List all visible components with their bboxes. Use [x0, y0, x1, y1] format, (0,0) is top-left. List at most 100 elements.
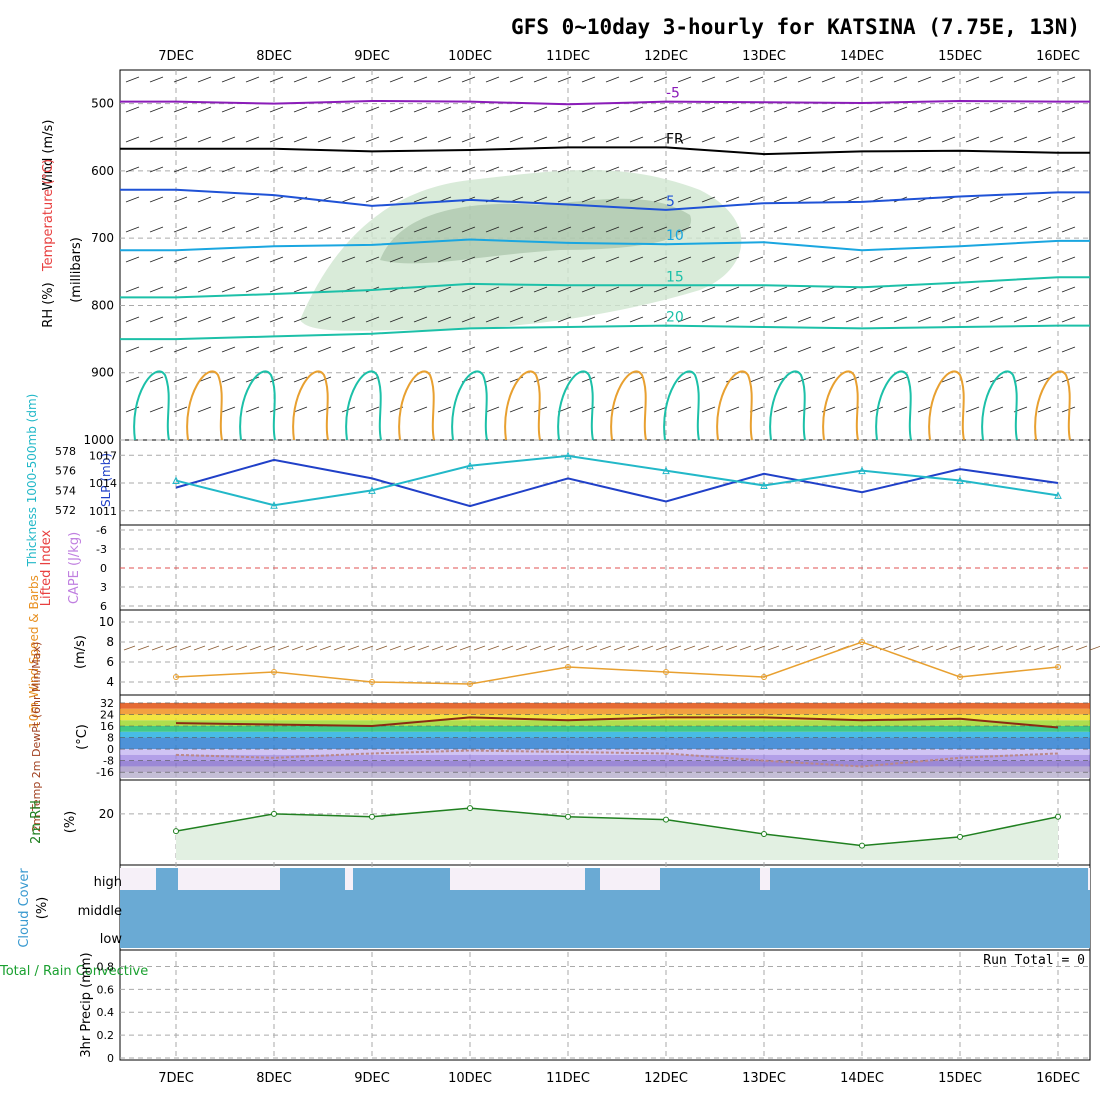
- wind-barb: [989, 226, 1004, 233]
- wind-barb: [557, 376, 572, 383]
- wind-barb: [221, 316, 236, 323]
- date-label-top: 11DEC: [546, 49, 590, 64]
- surface-wind-barb: [291, 645, 304, 651]
- surface-wind-barb: [585, 645, 598, 651]
- surface-wind-barb: [907, 645, 920, 651]
- wind-barb: [773, 106, 788, 113]
- wind-barb: [845, 76, 860, 83]
- wind-barb: [317, 166, 332, 173]
- wind-barb: [917, 316, 932, 323]
- wind-barb: [341, 166, 356, 173]
- wind-barb: [533, 226, 548, 233]
- wind-barb: [293, 106, 308, 113]
- pressure-tick-label: 500: [91, 97, 114, 111]
- wind-barb: [437, 406, 452, 413]
- wind-barb: [173, 346, 188, 353]
- dewpoint-color-band: [120, 754, 1090, 761]
- diurnal-contour: [1034, 370, 1071, 441]
- wind-barb: [869, 136, 884, 143]
- wind-barb: [941, 76, 956, 83]
- wind-barb: [869, 316, 884, 323]
- wind-barb: [245, 136, 260, 143]
- wind-barb: [1061, 76, 1076, 83]
- wind-barb: [965, 316, 980, 323]
- thickness-point: [270, 501, 278, 509]
- temperature-color-band: [120, 731, 1090, 738]
- wind-barb: [701, 376, 716, 383]
- wind-barb: [893, 286, 908, 293]
- wind-barb: [749, 196, 764, 203]
- wind-barb: [413, 196, 428, 203]
- wind-barb: [725, 166, 740, 173]
- thickness-point: [172, 476, 180, 485]
- temp-y-label: 2m Temp 2m DewPt (6hr Min/Max): [30, 642, 43, 832]
- thickness-point: [564, 451, 572, 460]
- surface-wind-barb: [1075, 645, 1088, 651]
- dewpoint-color-band: [120, 772, 1090, 778]
- lifted-index-tick-label: 6: [100, 600, 107, 613]
- wind-barb: [461, 286, 476, 293]
- wind-barb: [365, 316, 380, 323]
- wind-barb: [557, 286, 572, 293]
- wind-barb: [437, 286, 452, 293]
- wind-speed-point: [271, 669, 277, 675]
- wind-barb: [701, 166, 716, 173]
- wind-barb: [125, 346, 140, 353]
- surface-wind-barb: [501, 645, 514, 651]
- wind-barb: [821, 376, 836, 383]
- wind-barb: [941, 406, 956, 413]
- wind-barb: [533, 316, 548, 323]
- wind-barb: [149, 166, 164, 173]
- wind-barb: [533, 286, 548, 293]
- wind-barb: [989, 346, 1004, 353]
- wind-barb: [557, 346, 572, 353]
- wind-barb: [485, 316, 500, 323]
- wind-barb: [341, 106, 356, 113]
- wind-barb: [869, 346, 884, 353]
- wind-barb: [941, 226, 956, 233]
- wind-barb: [701, 286, 716, 293]
- wind-barb: [221, 196, 236, 203]
- wind-barb: [149, 226, 164, 233]
- wind-barb: [1061, 226, 1076, 233]
- surface-wind-barb: [795, 645, 808, 651]
- wind-barb: [461, 406, 476, 413]
- surface-wind-barb: [725, 645, 738, 651]
- lifted-index-tick-label: -6: [96, 524, 107, 537]
- cloud-high-fill-segment: [353, 868, 450, 890]
- wind-barb: [317, 76, 332, 83]
- wind-barb: [269, 106, 284, 113]
- wind-barb: [773, 136, 788, 143]
- wind-barb: [389, 316, 404, 323]
- wind-barb: [341, 226, 356, 233]
- wind-barb: [821, 136, 836, 143]
- wind-barb: [437, 256, 452, 263]
- wind-barb: [1013, 106, 1028, 113]
- wind-barb: [989, 406, 1004, 413]
- wind-barb: [293, 286, 308, 293]
- wind-barb: [221, 286, 236, 293]
- surface-wind-barb: [1089, 645, 1100, 651]
- wind-barb: [677, 226, 692, 233]
- wind-barb: [917, 226, 932, 233]
- cloud-tick-label: low: [100, 932, 123, 947]
- wind-barb: [461, 256, 476, 263]
- wind-barb: [845, 256, 860, 263]
- wind-barb: [893, 136, 908, 143]
- wind-barb: [725, 256, 740, 263]
- contour-line-20: [120, 324, 1090, 341]
- wind-barb: [485, 76, 500, 83]
- date-label-bottom: 7DEC: [158, 1071, 194, 1086]
- wind-barb: [989, 136, 1004, 143]
- thickness-point: [956, 476, 964, 485]
- wind-barb: [269, 136, 284, 143]
- wind-barb: [1013, 376, 1028, 383]
- temperature-tick-label: -8: [103, 755, 114, 768]
- date-label-bottom: 10DEC: [448, 1071, 492, 1086]
- wind-barb: [485, 346, 500, 353]
- surface-wind-barb: [809, 645, 822, 651]
- wind-barb: [749, 376, 764, 383]
- wind-barb: [509, 136, 524, 143]
- rh-point: [467, 805, 473, 812]
- wind-barb: [389, 346, 404, 353]
